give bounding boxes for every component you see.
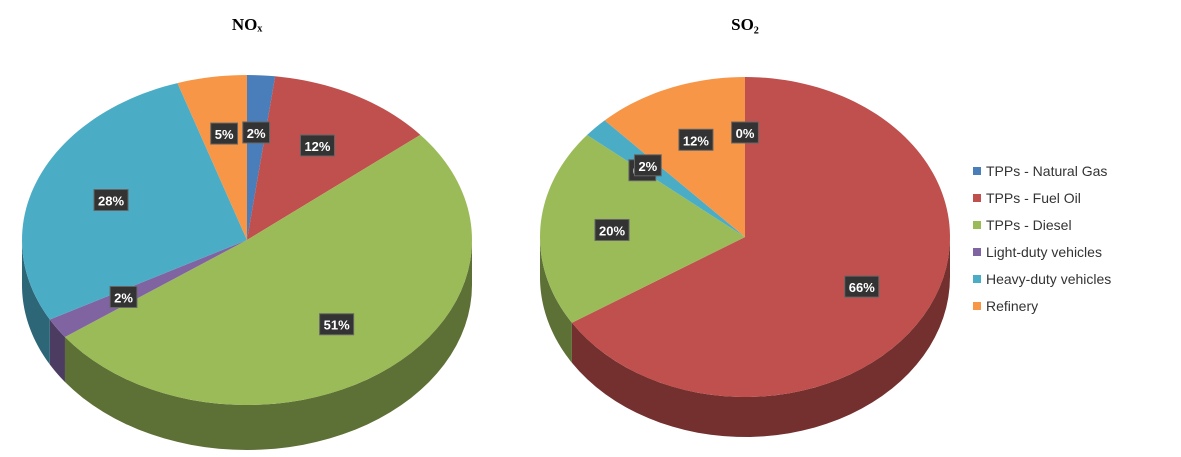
data-label-group: 12% bbox=[678, 128, 714, 151]
pie-slice bbox=[49, 240, 248, 337]
data-label-box bbox=[319, 313, 355, 336]
pie-slice bbox=[571, 77, 950, 397]
legend-swatch bbox=[973, 194, 981, 202]
data-label-box bbox=[844, 275, 880, 298]
legend-label: Refinery bbox=[986, 298, 1038, 314]
data-label: 28% bbox=[98, 194, 124, 209]
chart-title: SO₂ bbox=[731, 15, 759, 34]
data-label: 51% bbox=[324, 318, 350, 333]
pie-slice bbox=[540, 135, 745, 323]
data-label-group: 2% bbox=[109, 285, 138, 308]
slice-side bbox=[22, 240, 50, 365]
legend-swatch bbox=[973, 167, 981, 175]
data-label-group: 12% bbox=[299, 134, 335, 157]
data-label: 20% bbox=[599, 223, 625, 238]
data-label: 12% bbox=[683, 133, 709, 148]
data-label-box bbox=[594, 218, 630, 241]
data-label-box bbox=[299, 134, 335, 157]
slice-side bbox=[49, 319, 65, 382]
data-label: 2% bbox=[114, 290, 133, 305]
data-label-group: 28% bbox=[93, 189, 129, 212]
data-label-box bbox=[242, 121, 271, 144]
data-label: 2% bbox=[247, 126, 266, 141]
slice-side bbox=[64, 240, 472, 450]
legend-swatch bbox=[973, 221, 981, 229]
legend-label: TPPs - Natural Gas bbox=[986, 163, 1107, 179]
data-label-group: 0% bbox=[731, 121, 759, 144]
pie-slice bbox=[587, 120, 745, 237]
data-label-box bbox=[93, 189, 129, 212]
legend-label: Heavy-duty vehicles bbox=[986, 271, 1111, 287]
data-label-box bbox=[731, 121, 759, 144]
data-label-group: 66% bbox=[844, 275, 880, 298]
slice-side bbox=[540, 237, 572, 363]
legend-label: TPPs - Fuel Oil bbox=[986, 190, 1081, 206]
pie-slice bbox=[247, 76, 421, 240]
data-label: 0% bbox=[736, 126, 755, 141]
slice-side bbox=[571, 237, 950, 437]
legend-swatch bbox=[973, 248, 981, 256]
data-label-group: 5% bbox=[210, 122, 239, 145]
legend-label: Light-duty vehicles bbox=[986, 244, 1102, 260]
pie-slice bbox=[64, 134, 472, 405]
data-label-group: 2% bbox=[242, 121, 271, 144]
pie-slice bbox=[177, 75, 247, 240]
data-label-box bbox=[633, 154, 662, 177]
data-label-group: 20% bbox=[594, 218, 630, 241]
data-label-box bbox=[678, 128, 714, 151]
chart-title: NOₓ bbox=[232, 15, 263, 34]
data-label: 2% bbox=[638, 159, 657, 174]
data-label-box bbox=[210, 122, 239, 145]
data-label-group: 51% bbox=[319, 313, 355, 336]
pie-slice bbox=[22, 83, 247, 320]
legend-label: TPPs - Diesel bbox=[986, 217, 1072, 233]
legend-swatch bbox=[973, 275, 981, 283]
pie-slice bbox=[604, 77, 745, 237]
data-label-group: 2% bbox=[633, 154, 662, 177]
data-label: 66% bbox=[849, 280, 875, 295]
data-label-box bbox=[109, 285, 138, 308]
legend-swatch bbox=[973, 302, 981, 310]
data-label: 12% bbox=[304, 139, 330, 154]
data-label: 5% bbox=[215, 127, 234, 142]
pie-slice bbox=[247, 75, 276, 240]
